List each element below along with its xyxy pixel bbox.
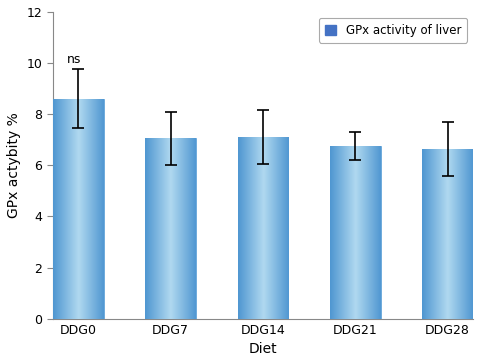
Text: ns: ns xyxy=(66,53,81,66)
Legend: GPx activity of liver: GPx activity of liver xyxy=(319,18,467,43)
Y-axis label: GPx actybity %: GPx actybity % xyxy=(7,113,21,218)
X-axis label: Diet: Diet xyxy=(249,342,277,356)
Bar xyxy=(145,138,196,319)
Bar xyxy=(53,99,104,319)
Bar xyxy=(422,149,473,319)
Bar xyxy=(238,137,288,319)
Bar xyxy=(330,146,381,319)
